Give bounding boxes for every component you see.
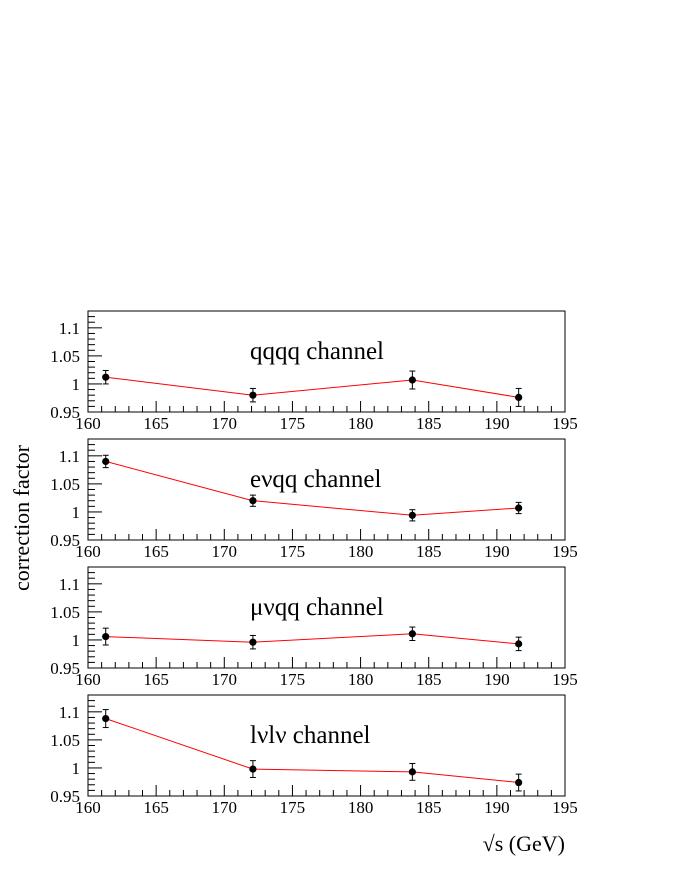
x-tick-label: 175	[280, 670, 306, 689]
x-tick-label: 195	[552, 670, 578, 689]
data-point	[102, 714, 110, 723]
x-tick-label: 170	[212, 798, 238, 817]
x-tick-label: 160	[75, 542, 101, 561]
series-line	[105, 718, 519, 783]
data-point	[102, 373, 110, 381]
series-line	[105, 633, 519, 645]
x-tick-label: 165	[143, 798, 169, 817]
x-tick-label: 190	[484, 542, 510, 561]
data-point	[408, 376, 416, 384]
series-line	[105, 376, 519, 398]
y-tick-label: 1.1	[59, 575, 80, 594]
data-point	[249, 638, 257, 646]
x-tick-label: 160	[75, 414, 101, 433]
x-tick-label: 180	[348, 798, 374, 817]
channel-label: qqqq channel	[250, 338, 384, 365]
data-point	[515, 778, 523, 787]
x-tick-label: 195	[552, 542, 578, 561]
x-tick-label: 175	[280, 798, 306, 817]
data-point	[408, 511, 416, 519]
panel-2: 160 165 170 175 180 185 190 195 0.95 1 1.05 1.1 eνqq…	[50, 438, 578, 561]
y-tick-label: 1	[72, 375, 81, 394]
panel-1: 160 165 170 175 180 185 190 195 0.95 1 1.05 1.1 qqqq…	[50, 310, 578, 433]
x-tick-label: 160	[75, 798, 101, 817]
y-tick-label: 1.05	[50, 475, 80, 494]
x-tick-label: 185	[416, 414, 442, 433]
x-tick-label: 185	[416, 670, 442, 689]
x-tick-label: 175	[280, 542, 306, 561]
y-tick-label: 1.1	[59, 319, 80, 338]
channel-label: μνqq channel	[250, 594, 384, 621]
y-tick-label: 0.95	[50, 531, 80, 550]
x-tick-label: 170	[212, 670, 238, 689]
x-tick-label: 190	[484, 798, 510, 817]
x-tick-label: 190	[484, 414, 510, 433]
data-point	[515, 640, 523, 648]
x-tick-label: 160	[75, 670, 101, 689]
x-axis-label: √s (GeV)	[483, 831, 565, 856]
data-point	[249, 765, 257, 773]
data-point	[249, 391, 257, 399]
data-point	[408, 768, 416, 776]
channel-label: eνqq channel	[250, 466, 381, 493]
y-tick-label: 0.95	[50, 787, 80, 806]
panel-4: 160 165 170 175 180 185 190 195 0.95 1 1.05 1.1 lνlν…	[50, 694, 578, 817]
x-tick-label: 165	[143, 670, 169, 689]
y-axis-label: correction factor	[9, 444, 34, 591]
y-tick-label: 1.05	[50, 603, 80, 622]
y-tick-label: 0.95	[50, 659, 80, 678]
data-point	[408, 630, 416, 638]
y-tick-label: 1.1	[59, 447, 80, 466]
data-point	[102, 632, 110, 641]
x-tick-label: 195	[552, 414, 578, 433]
data-point	[102, 457, 110, 466]
x-tick-label: 185	[416, 542, 442, 561]
x-tick-label: 180	[348, 670, 374, 689]
x-tick-label: 170	[212, 414, 238, 433]
channel-label: lνlν channel	[250, 722, 371, 749]
series-line	[105, 460, 519, 516]
y-tick-label: 1	[72, 631, 81, 650]
x-tick-label: 185	[416, 798, 442, 817]
x-tick-label: 195	[552, 798, 578, 817]
data-point	[515, 504, 523, 512]
x-tick-label: 175	[280, 414, 306, 433]
data-point	[515, 393, 523, 402]
x-tick-label: 165	[143, 414, 169, 433]
x-tick-label: 180	[348, 542, 374, 561]
y-tick-label: 1.05	[50, 347, 80, 366]
y-tick-label: 1.05	[50, 731, 80, 750]
x-tick-label: 180	[348, 414, 374, 433]
x-tick-label: 190	[484, 670, 510, 689]
x-tick-label: 165	[143, 542, 169, 561]
panels-group: 160 165 170 175 180 185 190 195 0.95 1 1.05 1.1 qqqq…	[50, 310, 578, 817]
y-tick-label: 0.95	[50, 403, 80, 422]
y-tick-label: 1.1	[59, 703, 80, 722]
y-tick-label: 1	[72, 759, 81, 778]
x-tick-label: 170	[212, 542, 238, 561]
panel-3: 160 165 170 175 180 185 190 195 0.95 1 1.05 1.1 μνqq…	[50, 566, 578, 689]
y-tick-label: 1	[72, 503, 81, 522]
data-point	[249, 497, 257, 505]
